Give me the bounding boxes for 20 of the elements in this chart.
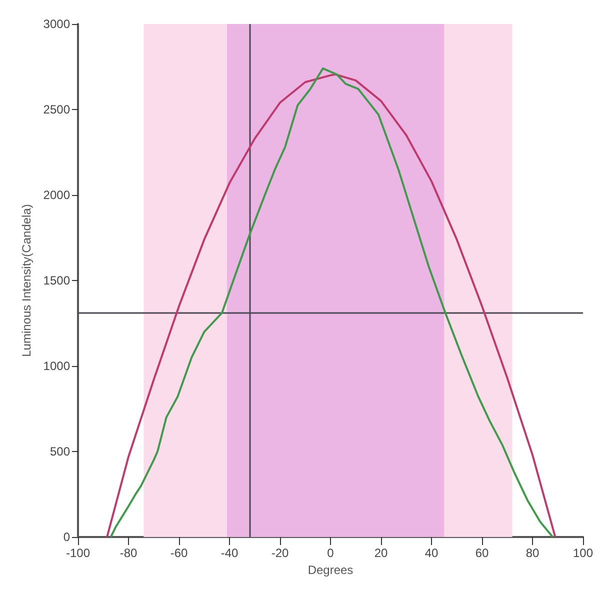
y-tick-label: 2500 xyxy=(43,102,70,116)
y-tick-label: 1500 xyxy=(43,274,70,288)
x-tick-label: -80 xyxy=(120,546,138,560)
x-tick-label: 40 xyxy=(424,546,438,560)
x-tick-label: -100 xyxy=(66,546,90,560)
x-tick-label: 0 xyxy=(327,546,334,560)
x-tick-label: -60 xyxy=(170,546,188,560)
x-axis-title: Degrees xyxy=(308,562,354,577)
y-tick-label: 3000 xyxy=(43,17,70,31)
x-tick-label: 60 xyxy=(475,546,489,560)
x-tick-label: -20 xyxy=(271,546,289,560)
x-tick-label: 80 xyxy=(526,546,540,560)
x-tick-label: -40 xyxy=(220,546,238,560)
y-tick-label: 1000 xyxy=(43,359,70,373)
x-tick-label: 100 xyxy=(572,546,594,560)
y-axis-title: Luminous Intensity(Candela) xyxy=(19,204,34,357)
x-tick-label: 20 xyxy=(374,546,388,560)
y-tick-label: 2000 xyxy=(43,188,70,202)
y-tick-label: 0 xyxy=(63,530,70,544)
y-tick-label: 500 xyxy=(50,444,70,458)
